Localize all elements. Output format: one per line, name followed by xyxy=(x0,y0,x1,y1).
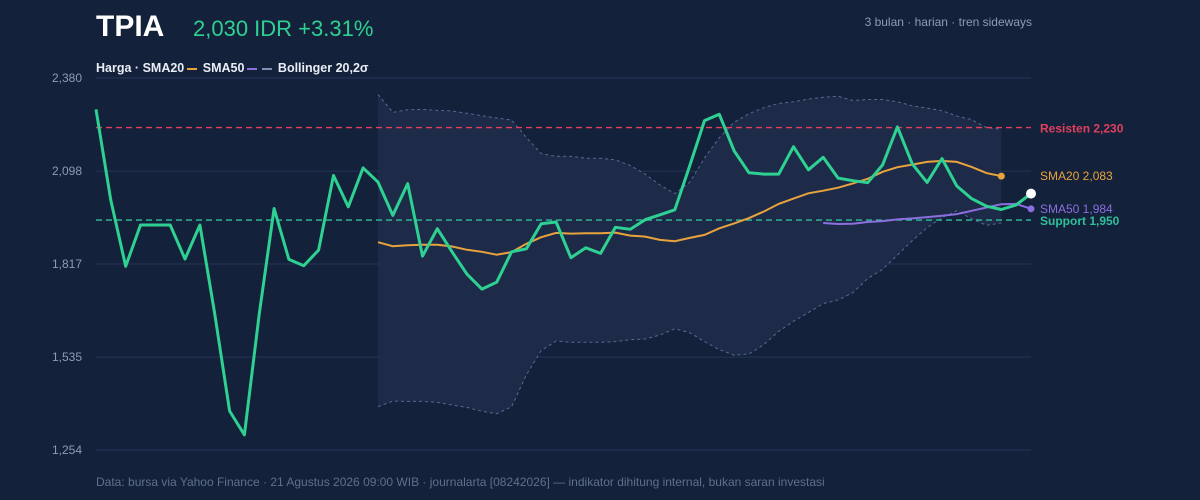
chart-legend: Harga · SMA20 SMA50 Bollinger 20,2σ xyxy=(96,61,368,75)
legend-price: Harga xyxy=(96,61,132,75)
sma20-end-label: SMA20 2,083 xyxy=(1040,169,1113,183)
last-price-marker xyxy=(1026,188,1036,199)
chart-subtitle: 3 bulan · harian · tren sideways xyxy=(864,15,1032,29)
bollinger-band-fill xyxy=(378,94,1002,414)
support-label: Support 1,950 xyxy=(1040,214,1120,228)
ticker-symbol: TPIA xyxy=(96,10,165,43)
price-line xyxy=(94,109,1032,437)
legend-sma20-swatch xyxy=(187,67,198,70)
legend-separator: · xyxy=(134,61,140,75)
y-tick-label: 1,817 xyxy=(52,257,82,271)
source-footer: Data: bursa via Yahoo Finance · 21 Agust… xyxy=(96,475,825,489)
legend-sma50: SMA50 xyxy=(202,61,245,75)
y-tick-label: 2,098 xyxy=(52,164,82,178)
bollinger-upper-line xyxy=(377,94,1002,195)
y-tick-label: 2,380 xyxy=(52,71,82,85)
legend-sma50-swatch xyxy=(247,67,258,70)
price-change: 2,030 IDR +3.31% xyxy=(193,16,374,41)
legend-bollinger: Bollinger 20,2σ xyxy=(277,61,369,75)
resisten-label: Resisten 2,230 xyxy=(1040,122,1124,136)
sma50-line xyxy=(823,202,1032,226)
sma20-line xyxy=(377,159,1002,256)
bollinger-lower-line xyxy=(377,210,1002,415)
sma50-end-label: SMA50 1,984 xyxy=(1040,202,1113,216)
sma20-end-marker xyxy=(997,172,1005,180)
legend-sma20: SMA20 xyxy=(142,61,185,75)
y-tick-label: 1,535 xyxy=(52,350,82,364)
y-tick-label: 1,254 xyxy=(52,443,82,457)
sma50-end-marker xyxy=(1027,205,1035,213)
legend-bollinger-swatch xyxy=(262,67,273,70)
